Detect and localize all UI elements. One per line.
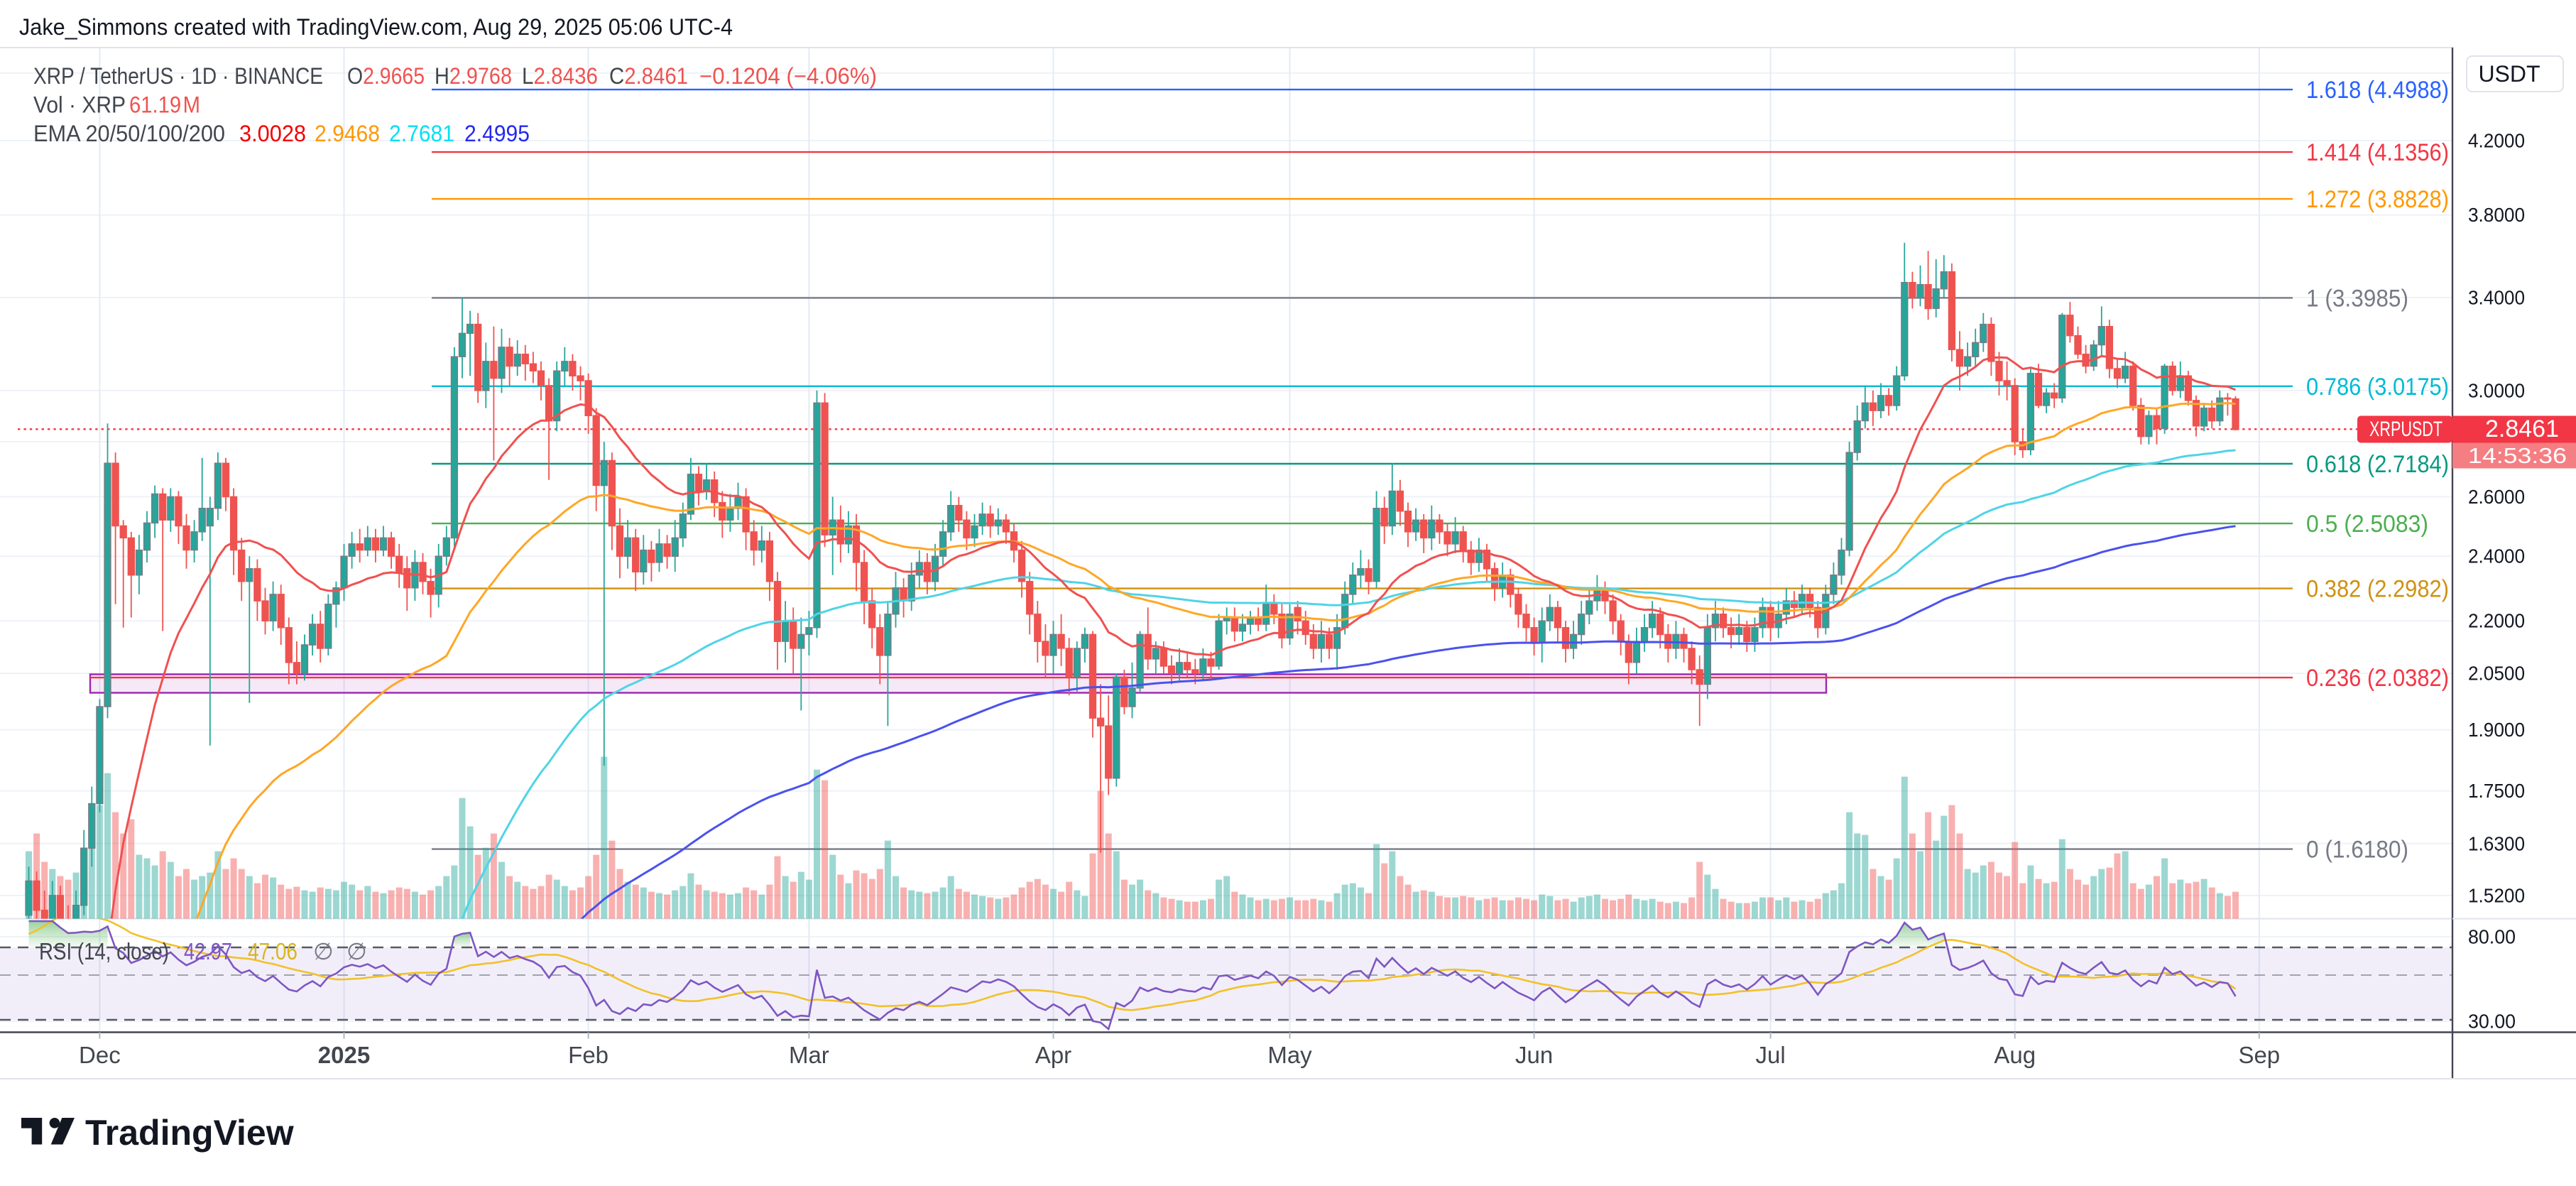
svg-text:1.7500: 1.7500 — [2468, 780, 2525, 802]
svg-text:42.97: 42.97 — [184, 938, 232, 964]
svg-text:1.6300: 1.6300 — [2468, 832, 2525, 854]
svg-text:0.5 (2.5083): 0.5 (2.5083) — [2306, 511, 2428, 538]
svg-text:∅: ∅ — [346, 938, 367, 964]
svg-text:1 (3.3985): 1 (3.3985) — [2306, 285, 2408, 312]
svg-text:14:53:36: 14:53:36 — [2468, 443, 2567, 468]
svg-text:0 (1.6180): 0 (1.6180) — [2306, 837, 2408, 864]
svg-text:Aug: Aug — [1994, 1042, 2036, 1068]
svg-text:0.618 (2.7184): 0.618 (2.7184) — [2306, 451, 2449, 478]
svg-text:30.00: 30.00 — [2468, 1010, 2516, 1032]
svg-text:XRP / TetherUS · 1D · BINANCE: XRP / TetherUS · 1D · BINANCE — [33, 63, 323, 89]
svg-text:2.0500: 2.0500 — [2468, 663, 2525, 685]
svg-text:2.9468: 2.9468 — [315, 121, 380, 146]
svg-text:2.7681: 2.7681 — [389, 121, 454, 146]
svg-text:Apr: Apr — [1035, 1042, 1071, 1068]
svg-text:Jake_Simmons created with Trad: Jake_Simmons created with TradingView.co… — [19, 14, 733, 40]
svg-text:May: May — [1267, 1042, 1312, 1068]
svg-text:1.272 (3.8828): 1.272 (3.8828) — [2306, 186, 2449, 213]
svg-text:0.786 (3.0175): 0.786 (3.0175) — [2306, 374, 2449, 401]
svg-text:Dec: Dec — [79, 1042, 121, 1068]
svg-text:1.618 (4.4988): 1.618 (4.4988) — [2306, 77, 2449, 104]
svg-text:−0.1204 (−4.06%): −0.1204 (−4.06%) — [699, 63, 877, 89]
svg-text:Jul: Jul — [1756, 1042, 1786, 1068]
svg-text:Jun: Jun — [1515, 1042, 1553, 1068]
svg-text:Mar: Mar — [789, 1042, 829, 1068]
svg-text:3.0000: 3.0000 — [2468, 379, 2525, 401]
svg-text:RSI (14, close): RSI (14, close) — [39, 938, 169, 964]
svg-text:3.8000: 3.8000 — [2468, 204, 2525, 226]
svg-text:0.382 (2.2982): 0.382 (2.2982) — [2306, 576, 2449, 603]
svg-text:3.4000: 3.4000 — [2468, 286, 2525, 308]
svg-text:4.2000: 4.2000 — [2468, 129, 2525, 151]
svg-text:0.236 (2.0382): 0.236 (2.0382) — [2306, 665, 2449, 692]
svg-text:2.8461: 2.8461 — [2485, 415, 2559, 442]
svg-text:2.4000: 2.4000 — [2468, 545, 2525, 567]
svg-text:Feb: Feb — [568, 1042, 608, 1068]
svg-text:61.19 M: 61.19 M — [129, 92, 200, 118]
svg-text:H2.9768: H2.9768 — [435, 63, 512, 89]
svg-text:∅: ∅ — [313, 938, 334, 964]
svg-text:TradingView: TradingView — [85, 1113, 294, 1153]
svg-text:Sep: Sep — [2238, 1042, 2280, 1068]
svg-text:XRPUSDT: XRPUSDT — [2369, 418, 2443, 441]
svg-text:2.2000: 2.2000 — [2468, 610, 2525, 632]
svg-text:2.4995: 2.4995 — [464, 121, 530, 146]
svg-text:1.5200: 1.5200 — [2468, 884, 2525, 906]
svg-text:3.0028: 3.0028 — [239, 121, 306, 146]
svg-text:EMA 20/50/100/200: EMA 20/50/100/200 — [33, 121, 225, 146]
svg-text:1.414 (4.1356): 1.414 (4.1356) — [2306, 139, 2449, 166]
svg-text:O2.9665: O2.9665 — [347, 63, 425, 89]
svg-text:47.06: 47.06 — [248, 938, 298, 964]
svg-text:2.6000: 2.6000 — [2468, 486, 2525, 508]
svg-text:80.00: 80.00 — [2468, 925, 2516, 947]
svg-text:1.9000: 1.9000 — [2468, 719, 2525, 741]
svg-text:L2.8436: L2.8436 — [522, 63, 598, 89]
svg-text:Vol · XRP: Vol · XRP — [33, 92, 126, 118]
svg-text:2025: 2025 — [318, 1042, 370, 1068]
svg-text:C2.8461: C2.8461 — [609, 63, 688, 89]
svg-text:USDT: USDT — [2478, 61, 2540, 87]
